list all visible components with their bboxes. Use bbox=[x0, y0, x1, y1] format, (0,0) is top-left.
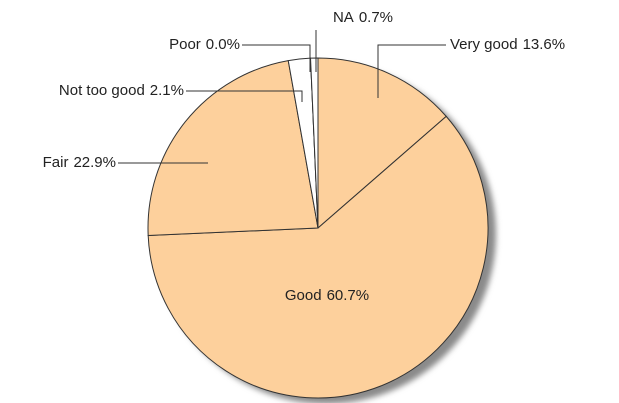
slice-label: Not too good 2.1% bbox=[59, 82, 184, 99]
slice-label-name: Poor bbox=[169, 36, 201, 53]
leader-line bbox=[242, 44, 311, 72]
slice-label-value: 0.7% bbox=[359, 9, 393, 26]
leader-line bbox=[186, 90, 303, 102]
leader-line bbox=[377, 44, 446, 98]
slice-label-value: 13.6% bbox=[523, 36, 566, 53]
slice-label: Fair 22.9% bbox=[43, 154, 116, 171]
slice-label-name: Good bbox=[285, 287, 322, 304]
slice-label: Very good 13.6% bbox=[450, 36, 565, 53]
slice-label-value: 22.9% bbox=[73, 154, 116, 171]
slices bbox=[147, 57, 489, 399]
pie-slice bbox=[147, 60, 319, 236]
slice-label-value: 0.0% bbox=[206, 36, 240, 53]
slice-label-name: Not too good bbox=[59, 82, 145, 99]
slice-label-name: Fair bbox=[43, 154, 69, 171]
slice-label-name: Very good bbox=[450, 36, 518, 53]
pie-slice bbox=[317, 57, 447, 230]
slice-label-value: 2.1% bbox=[150, 82, 184, 99]
slice-label: Good 60.7% bbox=[285, 287, 369, 304]
pie-slice bbox=[147, 115, 489, 399]
labels: Very good 13.6% Good 60.7% Fair 22.9% Not too … bbox=[43, 9, 566, 304]
slice-label-name: NA bbox=[333, 9, 354, 26]
pie-slice bbox=[310, 57, 319, 229]
slice-label-value: 60.7% bbox=[327, 287, 370, 304]
slice-label: NA 0.7% bbox=[333, 9, 393, 26]
slice-label: Poor 0.0% bbox=[169, 36, 240, 53]
